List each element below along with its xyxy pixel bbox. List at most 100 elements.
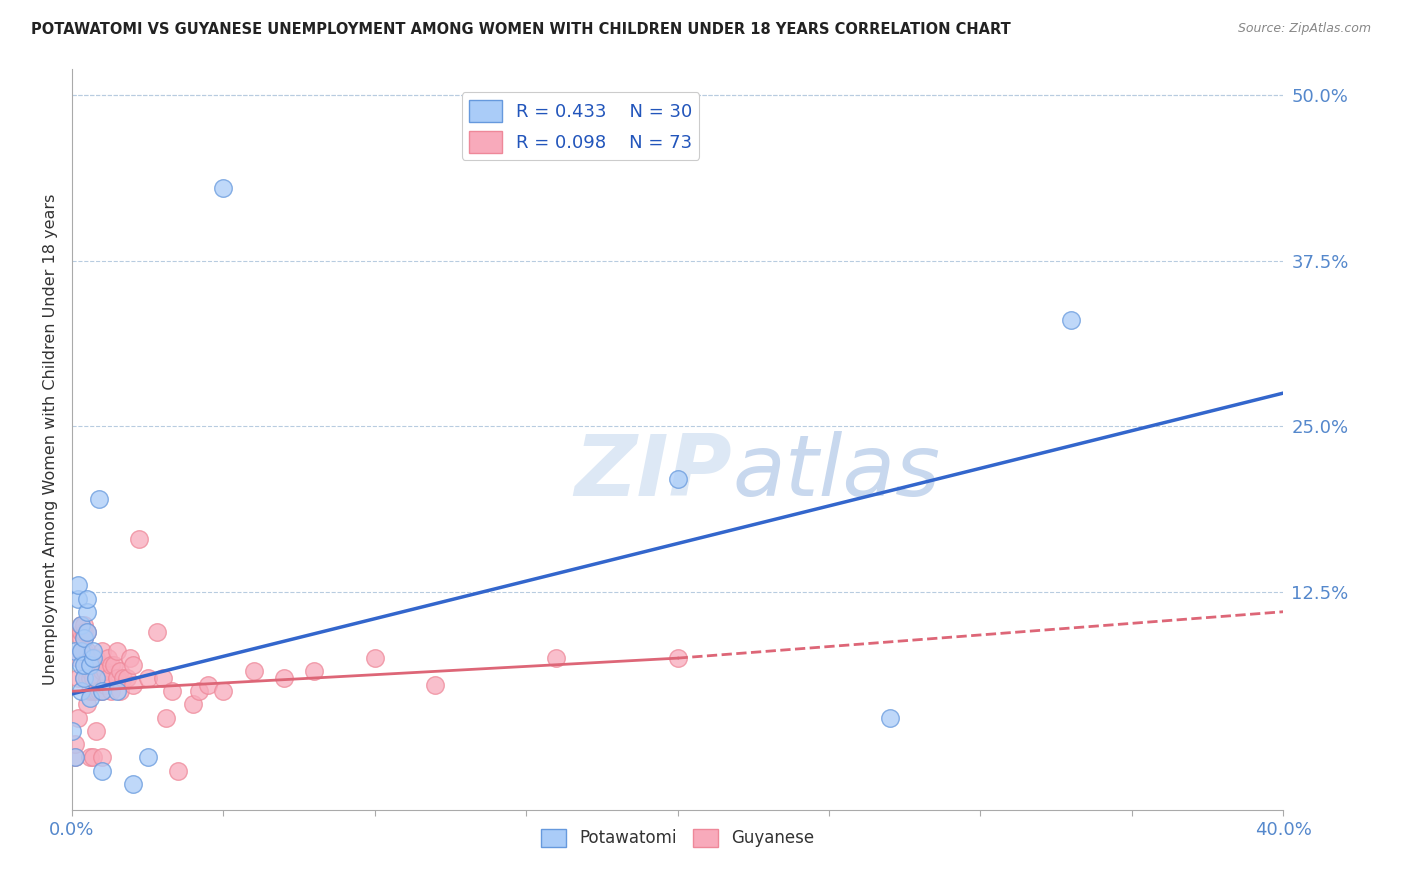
Point	[136, 671, 159, 685]
Point	[107, 684, 129, 698]
Point	[94, 665, 117, 679]
Point	[84, 671, 107, 685]
Point	[167, 764, 190, 778]
Point	[160, 684, 183, 698]
Point	[79, 684, 101, 698]
Point	[79, 690, 101, 705]
Point	[121, 657, 143, 672]
Point	[118, 651, 141, 665]
Point	[425, 678, 447, 692]
Point	[67, 651, 90, 665]
Point	[84, 671, 107, 685]
Point	[91, 750, 114, 764]
Point	[82, 644, 104, 658]
Point	[89, 492, 111, 507]
Point	[63, 737, 86, 751]
Point	[115, 671, 138, 685]
Point	[188, 684, 211, 698]
Point	[67, 578, 90, 592]
Point	[1060, 313, 1083, 327]
Point	[879, 711, 901, 725]
Point	[82, 750, 104, 764]
Text: ZIP: ZIP	[575, 432, 733, 515]
Point	[666, 651, 689, 665]
Point	[73, 644, 96, 658]
Point	[100, 657, 122, 672]
Point	[155, 711, 177, 725]
Point	[97, 651, 120, 665]
Point	[82, 684, 104, 698]
Point	[73, 632, 96, 646]
Point	[70, 618, 93, 632]
Point	[60, 724, 83, 739]
Point	[146, 624, 169, 639]
Point	[82, 657, 104, 672]
Point	[79, 657, 101, 672]
Point	[73, 624, 96, 639]
Point	[128, 532, 150, 546]
Point	[79, 671, 101, 685]
Point	[63, 750, 86, 764]
Point	[76, 624, 98, 639]
Point	[112, 671, 135, 685]
Point	[73, 671, 96, 685]
Point	[89, 657, 111, 672]
Point	[212, 180, 235, 194]
Point	[73, 671, 96, 685]
Point	[84, 651, 107, 665]
Point	[79, 665, 101, 679]
Point	[273, 671, 295, 685]
Point	[73, 632, 96, 646]
Point	[546, 651, 568, 665]
Point	[76, 698, 98, 712]
Point	[197, 678, 219, 692]
Text: atlas: atlas	[733, 432, 941, 515]
Point	[70, 644, 93, 658]
Point	[302, 665, 325, 679]
Point	[70, 684, 93, 698]
Point	[91, 644, 114, 658]
Point	[97, 671, 120, 685]
Point	[136, 750, 159, 764]
Point	[63, 644, 86, 658]
Point	[76, 671, 98, 685]
Point	[76, 591, 98, 606]
Point	[94, 678, 117, 692]
Point	[79, 750, 101, 764]
Point	[107, 671, 129, 685]
Point	[70, 657, 93, 672]
Point	[100, 684, 122, 698]
Text: Source: ZipAtlas.com: Source: ZipAtlas.com	[1237, 22, 1371, 36]
Point	[70, 624, 93, 639]
Point	[89, 684, 111, 698]
Y-axis label: Unemployment Among Women with Children Under 18 years: Unemployment Among Women with Children U…	[44, 194, 58, 685]
Point	[76, 605, 98, 619]
Point	[73, 618, 96, 632]
Point	[110, 665, 132, 679]
Point	[67, 671, 90, 685]
Point	[76, 644, 98, 658]
Point	[91, 684, 114, 698]
Point	[121, 678, 143, 692]
Point	[91, 665, 114, 679]
Point	[84, 684, 107, 698]
Point	[82, 651, 104, 665]
Point	[364, 651, 387, 665]
Point	[84, 724, 107, 739]
Point	[666, 472, 689, 486]
Point	[73, 657, 96, 672]
Point	[63, 750, 86, 764]
Point	[110, 684, 132, 698]
Point	[70, 644, 93, 658]
Point	[70, 618, 93, 632]
Text: POTAWATOMI VS GUYANESE UNEMPLOYMENT AMONG WOMEN WITH CHILDREN UNDER 18 YEARS COR: POTAWATOMI VS GUYANESE UNEMPLOYMENT AMON…	[31, 22, 1011, 37]
Point	[212, 684, 235, 698]
Point	[82, 671, 104, 685]
Point	[91, 764, 114, 778]
Point	[107, 644, 129, 658]
Point	[103, 657, 125, 672]
Point	[79, 651, 101, 665]
Point	[76, 657, 98, 672]
Point	[121, 777, 143, 791]
Point	[152, 671, 174, 685]
